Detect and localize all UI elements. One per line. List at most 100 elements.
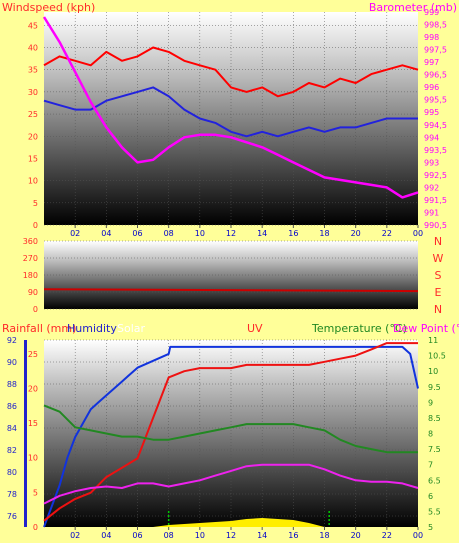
p1-xtick-label: 06 xyxy=(132,229,142,238)
series-windspeed xyxy=(43,46,419,98)
rainfall-tick-label: 10 xyxy=(28,454,38,463)
barometer-axis-label: Barometer (mb) xyxy=(369,1,457,14)
p3-xtick-label: 16 xyxy=(288,531,298,540)
p1-xtick-label: 04 xyxy=(101,229,111,238)
barometer-tick-label: 993 xyxy=(424,158,439,167)
direction-tick-label: 270 xyxy=(23,254,38,263)
barometer-tick-label: 994,5 xyxy=(424,121,447,130)
temperature-tick-label: 9 xyxy=(428,398,433,407)
p3-xtick-label: 20 xyxy=(351,531,361,540)
humidity-label: Humidity xyxy=(67,322,117,335)
windspeed-tick-label: 35 xyxy=(28,66,38,75)
temperature-tick-label: 7.5 xyxy=(428,445,441,454)
series-humidity xyxy=(43,463,419,505)
windspeed-tick-label: 5 xyxy=(33,199,38,208)
windspeed-tick-label: 10 xyxy=(28,177,38,186)
temperature-tick-label: 5.5 xyxy=(428,507,441,516)
humidity-tick-label: 80 xyxy=(7,468,17,477)
temperature-tick-label: 8.5 xyxy=(428,414,441,423)
rainfall-tick-label: 25 xyxy=(28,350,38,359)
series-wind-gust xyxy=(43,86,418,138)
compass-label: E xyxy=(435,286,442,299)
humidity-tick-label: 88 xyxy=(7,380,17,389)
barometer-tick-label: 997 xyxy=(424,58,439,67)
barometer-tick-label: 991,5 xyxy=(424,196,447,205)
barometer-tick-label: 994 xyxy=(424,133,439,142)
temperature-label: Temperature (°C) xyxy=(311,322,407,335)
barometer-tick-label: 996,5 xyxy=(424,71,447,80)
humidity-tick-label: 78 xyxy=(7,490,17,499)
direction-tick-label: 360 xyxy=(23,237,38,246)
series-solar xyxy=(153,518,325,527)
p1-xtick-label: 18 xyxy=(319,229,329,238)
barometer-tick-label: 998 xyxy=(424,33,439,42)
temperature-tick-label: 6 xyxy=(428,492,433,501)
barometer-tick-label: 995 xyxy=(424,108,439,117)
compass-label: W xyxy=(433,252,444,265)
temperature-tick-label: 7 xyxy=(428,461,433,470)
temperature-tick-label: 8 xyxy=(428,430,433,439)
p3-xtick-label: 10 xyxy=(195,531,205,540)
p3-xtick-label: 12 xyxy=(226,531,236,540)
series-rainfall xyxy=(43,345,419,528)
humidity-axis-bar xyxy=(24,340,27,527)
p3-xtick-label: 08 xyxy=(164,531,174,540)
windspeed-tick-label: 15 xyxy=(28,154,38,163)
uv-label: UV xyxy=(247,322,263,335)
barometer-tick-label: 995,5 xyxy=(424,96,447,105)
solar-label: Solar xyxy=(117,322,146,335)
barometer-tick-label: 996 xyxy=(424,83,439,92)
compass-label: S xyxy=(435,269,442,282)
p1-xtick-label: 00 xyxy=(413,229,423,238)
temperature-tick-label: 5 xyxy=(428,523,433,532)
direction-tick-label: 0 xyxy=(33,305,38,314)
p3-xtick-label: 14 xyxy=(257,531,267,540)
temperature-tick-label: 10.5 xyxy=(428,352,446,361)
windspeed-tick-label: 45 xyxy=(28,21,38,30)
humidity-tick-label: 84 xyxy=(7,424,17,433)
rainfall-axis-label: Rainfall (mm) xyxy=(2,322,76,335)
temperature-tick-label: 11 xyxy=(428,336,438,345)
p3-xtick-label: 04 xyxy=(101,531,111,540)
humidity-tick-label: 82 xyxy=(7,446,17,455)
p1-xtick-label: 10 xyxy=(195,229,205,238)
p1-xtick-label: 22 xyxy=(382,229,392,238)
p1-xtick-label: 02 xyxy=(70,229,80,238)
temperature-tick-label: 9.5 xyxy=(428,383,441,392)
humidity-tick-label: 76 xyxy=(7,512,17,521)
humidity-tick-label: 92 xyxy=(7,336,17,345)
p3-xtick-label: 18 xyxy=(319,531,329,540)
series-barometer xyxy=(42,16,419,199)
barometer-tick-label: 990,5 xyxy=(424,221,447,230)
direction-tick-label: 90 xyxy=(28,288,38,297)
barometer-tick-label: 991 xyxy=(424,208,439,217)
series-wind-direction xyxy=(43,288,419,293)
windspeed-tick-label: 20 xyxy=(28,132,38,141)
direction-tick-label: 180 xyxy=(23,271,38,280)
panel-rain-humidity-temp: Rainfall (mm) Humidity Solar UV Temperat… xyxy=(2,322,459,540)
temperature-tick-label: 10 xyxy=(428,367,438,376)
p1-xtick-label: 16 xyxy=(288,229,298,238)
series-temperature xyxy=(43,342,418,522)
p1-xtick-label: 14 xyxy=(257,229,267,238)
p3-xtick-label: 22 xyxy=(382,531,392,540)
barometer-tick-label: 993,5 xyxy=(424,146,447,155)
windspeed-axis-label: Windspeed (kph) xyxy=(2,1,95,14)
barometer-tick-label: 992 xyxy=(424,183,439,192)
p1-xtick-label: 12 xyxy=(226,229,236,238)
p1-xtick-label: 08 xyxy=(164,229,174,238)
windspeed-tick-label: 40 xyxy=(28,44,38,53)
barometer-tick-label: 998,5 xyxy=(424,21,447,30)
p3-xtick-label: 00 xyxy=(413,531,423,540)
rainfall-tick-label: 5 xyxy=(33,488,38,497)
temperature-tick-label: 6.5 xyxy=(428,476,441,485)
barometer-tick-label: 999 xyxy=(424,8,439,17)
p3-xtick-label: 06 xyxy=(132,531,142,540)
windspeed-tick-label: 25 xyxy=(28,110,38,119)
panel-wind-barometer: Windspeed (kph) Barometer (mb) 0 5 10 15 20 2… xyxy=(2,1,457,238)
p1-xtick-label: 20 xyxy=(351,229,361,238)
rainfall-tick-label: 15 xyxy=(28,419,38,428)
dew-point-label: Dew Point (°C) xyxy=(393,322,459,335)
